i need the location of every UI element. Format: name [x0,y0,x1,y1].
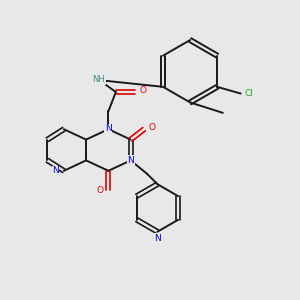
Text: NH: NH [92,75,105,84]
Text: Cl: Cl [244,89,253,98]
Text: N: N [52,166,59,175]
Text: N: N [105,124,112,134]
Text: O: O [149,123,156,132]
Text: N: N [128,156,134,165]
Text: N: N [154,234,161,243]
Text: O: O [139,86,146,95]
Text: O: O [97,186,104,195]
